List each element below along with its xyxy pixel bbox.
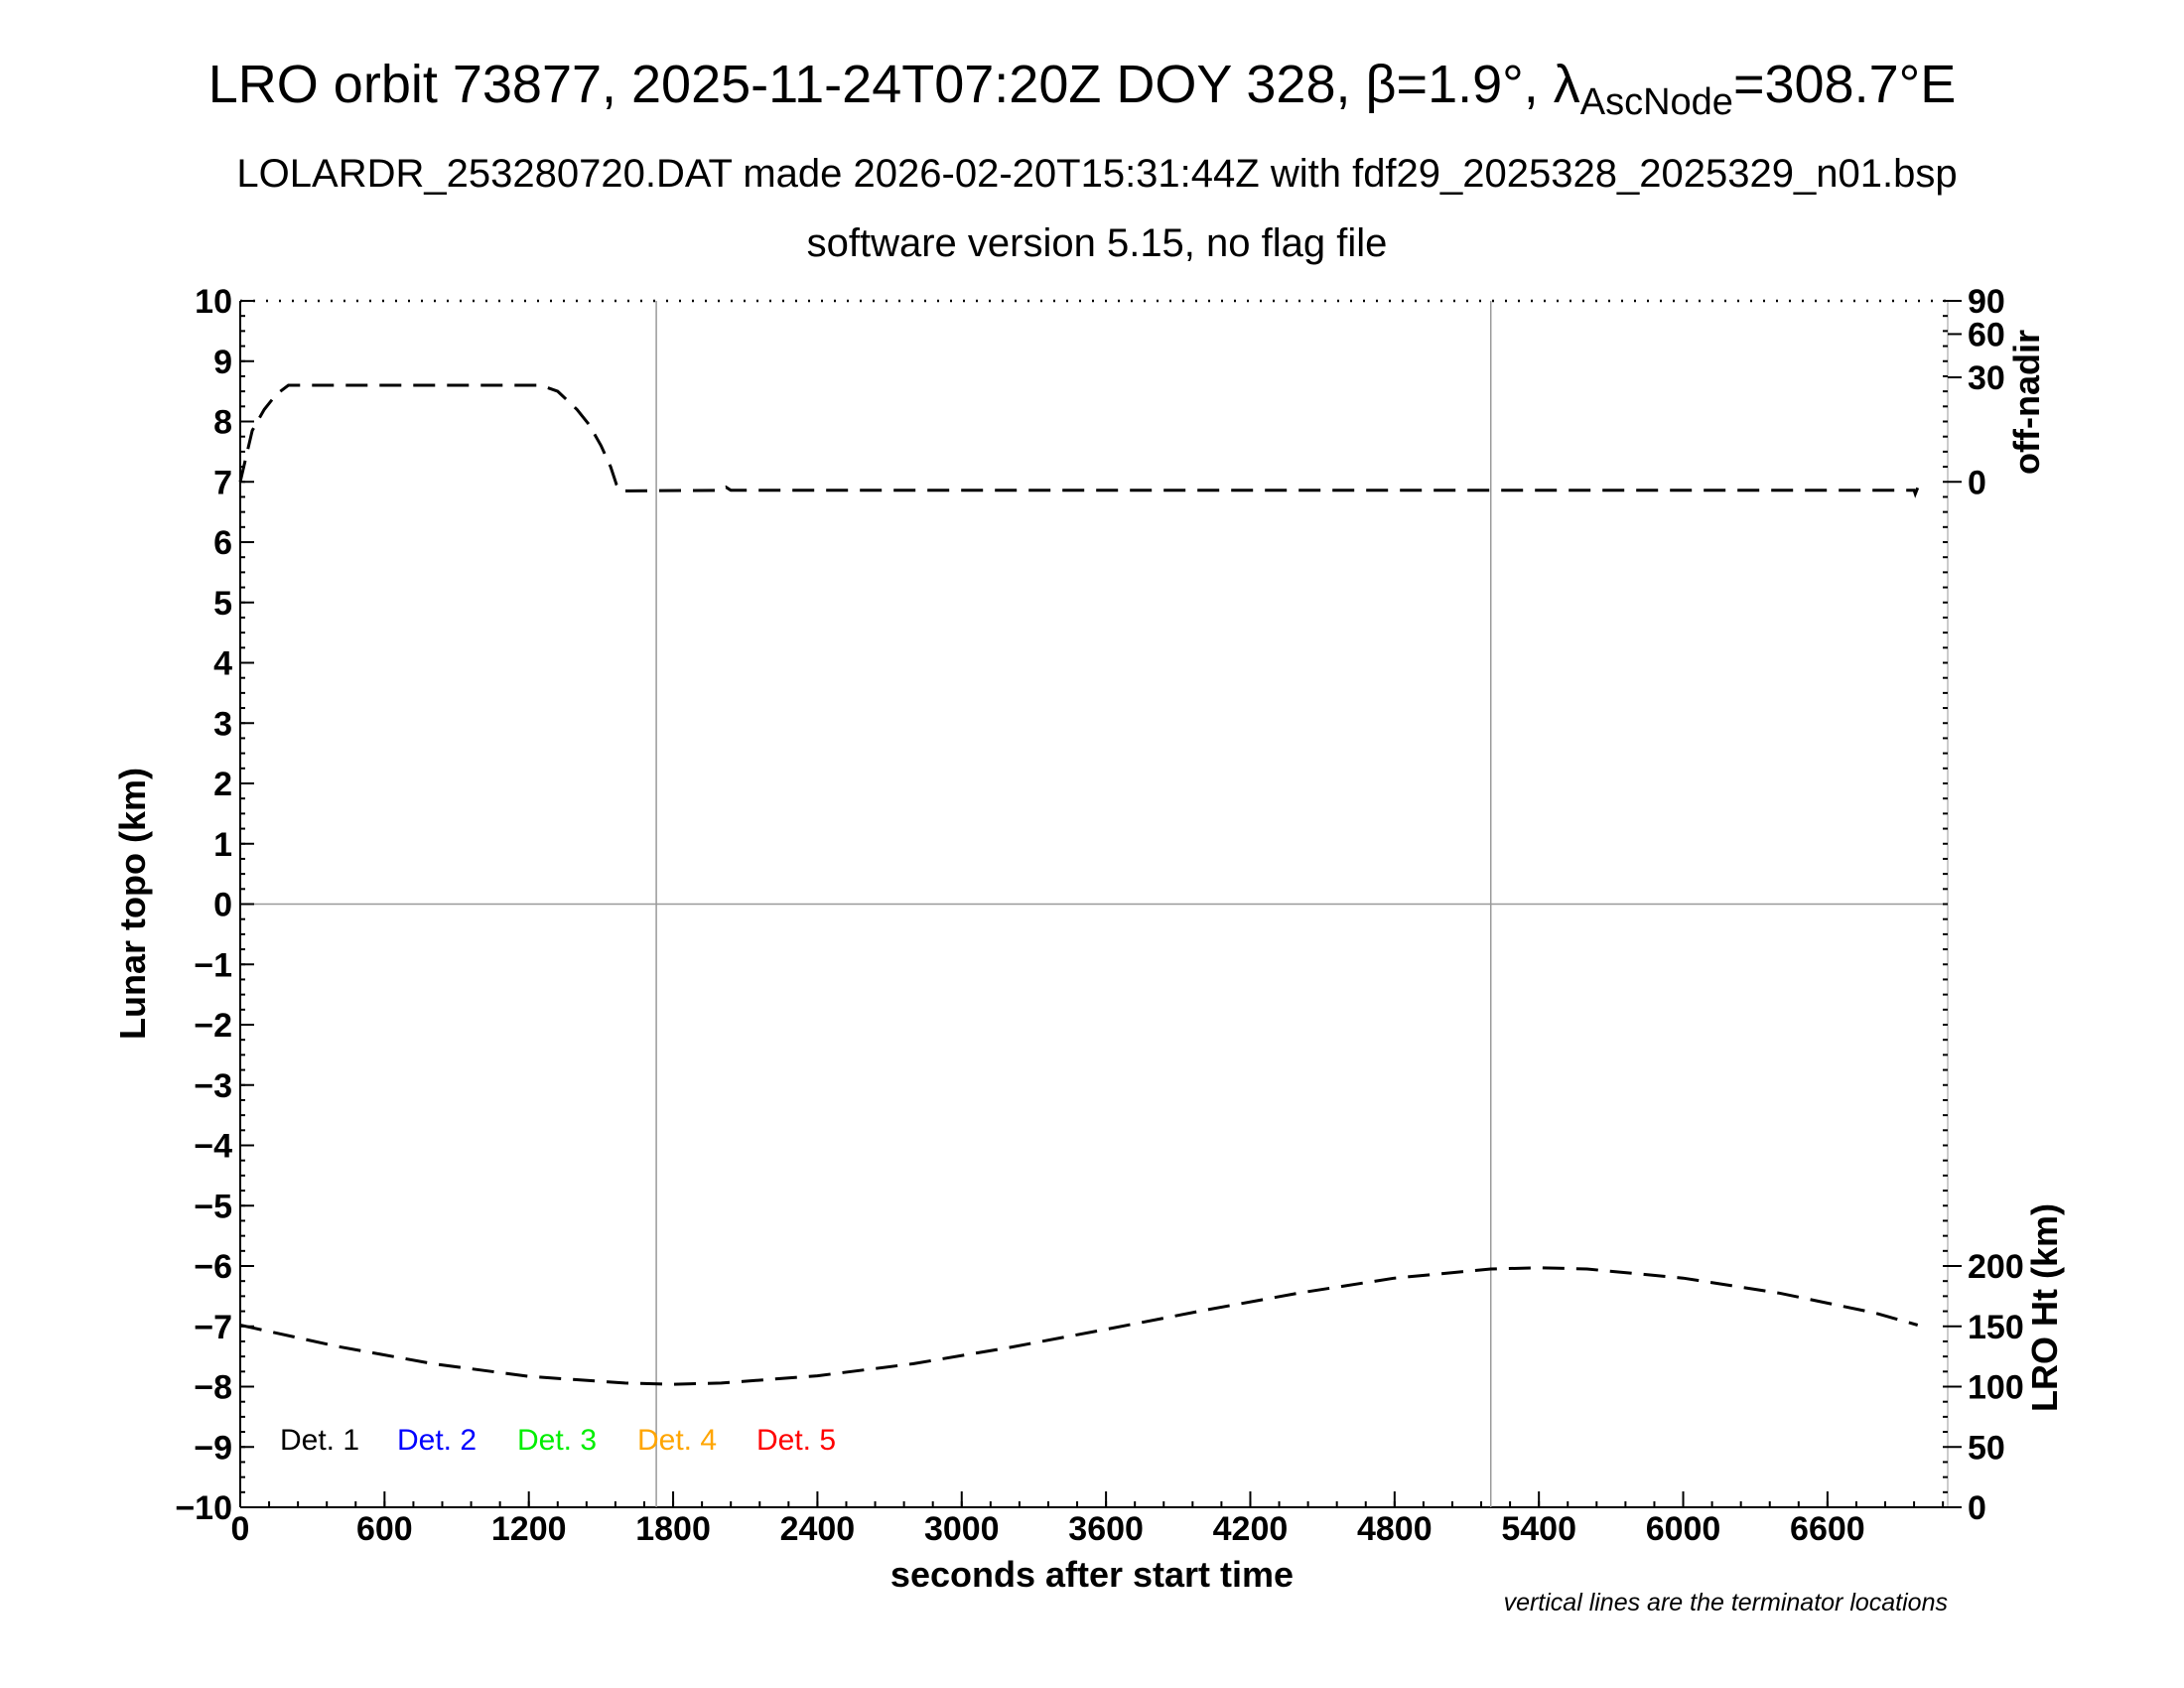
x-tick-label: 5400 [1501, 1510, 1576, 1548]
y-tick-label: −10 [175, 1489, 232, 1527]
y-tick-label: 3 [213, 705, 232, 743]
terminator-note: vertical lines are the terminator locati… [1504, 1589, 1948, 1617]
y-tick-label: 0 [213, 887, 232, 924]
legend-item: Det. 1 [280, 1424, 359, 1457]
x-tick-label: 600 [356, 1510, 413, 1548]
y-tick-label: 2 [213, 766, 232, 803]
x-tick-label: 4800 [1357, 1510, 1433, 1548]
y-tick-label: −9 [194, 1429, 232, 1467]
x-tick-label: 2400 [780, 1510, 856, 1548]
x-axis-ticks: 0 600 1200 1800 2400 3000 3600 4200 4800 5400 6000… [231, 1491, 1945, 1548]
legend-item: Det. 3 [517, 1424, 597, 1457]
x-tick-label: 1200 [491, 1510, 567, 1548]
x-tick-label: 3000 [924, 1510, 1000, 1548]
legend-item: Det. 4 [637, 1424, 717, 1457]
y-axis-label: Lunar topo (km) [112, 768, 153, 1040]
y-tick-label: −3 [194, 1067, 232, 1105]
y-tick-label: 10 [195, 283, 232, 321]
x-tick-label: 3600 [1068, 1510, 1144, 1548]
height-tick-label: 150 [1968, 1309, 2024, 1346]
off-nadir-tick-label: 0 [1968, 464, 1986, 501]
chart-title-subscript: AscNode [1580, 81, 1733, 123]
height-tick-label: 200 [1968, 1248, 2024, 1286]
y-tick-label: −1 [194, 946, 232, 984]
chart-title-end: =308.7°E [1733, 55, 1956, 114]
y-tick-label: −4 [194, 1128, 232, 1166]
y-tick-label: −8 [194, 1369, 232, 1407]
y2-axis-label-height: LRO Ht (km) [2024, 1203, 2065, 1412]
chart-title-main: LRO orbit 73877, 2025-11-24T07:20Z DOY 3… [208, 55, 1580, 114]
y-tick-label: 9 [213, 344, 232, 381]
off-nadir-tick-label: 60 [1968, 316, 2005, 353]
y-tick-label: −7 [194, 1309, 232, 1346]
chart-title: LRO orbit 73877, 2025-11-24T07:20Z DOY 3… [208, 55, 1956, 123]
y-tick-label: −6 [194, 1248, 232, 1286]
x-tick-label: 0 [231, 1510, 250, 1548]
off-nadir-tick-label: 90 [1968, 283, 2005, 321]
height-tick-label: 50 [1968, 1429, 2005, 1467]
x-axis-label: seconds after start time [890, 1554, 1294, 1595]
y-tick-label: −5 [194, 1188, 232, 1225]
legend-item: Det. 5 [756, 1424, 836, 1457]
x-tick-label: 6000 [1646, 1510, 1721, 1548]
reference-lines [240, 301, 1948, 1507]
y-tick-label: 7 [213, 464, 232, 501]
y-tick-label: 6 [213, 524, 232, 562]
y-tick-label: 1 [213, 826, 232, 864]
x-tick-label: 1800 [635, 1510, 711, 1548]
series-line-1 [238, 383, 1920, 498]
series-line-2 [239, 1266, 1919, 1386]
x-tick-label: 4200 [1213, 1510, 1289, 1548]
y-tick-label: 5 [213, 585, 232, 623]
legend-item: Det. 2 [397, 1424, 477, 1457]
off-nadir-tick-label: 30 [1968, 359, 2005, 397]
series-layer [238, 383, 1920, 1386]
legend: Det. 1 Det. 2 Det. 3 Det. 4 Det. 5 [280, 1424, 836, 1457]
x-tick-label: 6600 [1790, 1510, 1865, 1548]
chart-subtitle-2: software version 5.15, no flag file [807, 221, 1388, 265]
y2-axis-label-off-nadir: off-nadir [2006, 330, 2047, 475]
height-tick-label: 0 [1968, 1489, 1986, 1527]
y-tick-label: 4 [213, 645, 232, 683]
height-tick-label: 100 [1968, 1369, 2024, 1407]
chart-subtitle-1: LOLARDR_253280720.DAT made 2026-02-20T15… [236, 152, 1957, 196]
y-tick-label: −2 [194, 1007, 232, 1045]
y-tick-label: 8 [213, 404, 232, 442]
